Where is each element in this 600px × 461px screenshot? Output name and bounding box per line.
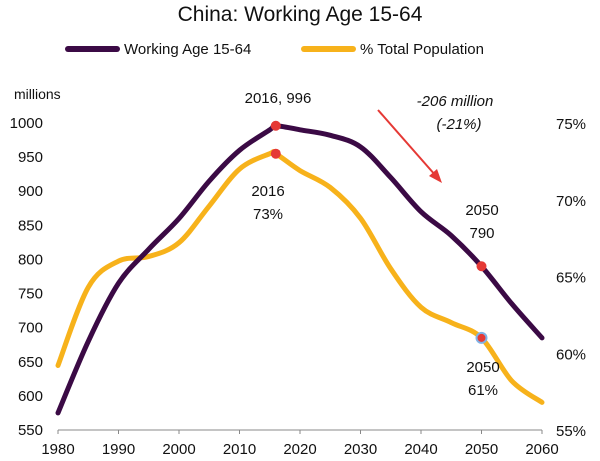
annotation-peak-percentage-year: 2016: [251, 183, 284, 200]
x-tick-label: 2000: [162, 441, 195, 458]
x-tick-label: 2060: [525, 441, 558, 458]
y-left-tick-label: 600: [18, 388, 43, 405]
x-tick-label: 2010: [223, 441, 256, 458]
data-point-total-population: [328, 186, 332, 190]
data-point-total-population: [449, 321, 453, 325]
marker-2050-working-age: [476, 261, 487, 272]
data-point-total-population: [86, 285, 90, 289]
y-left-tick-label: 700: [18, 320, 43, 337]
x-tick-label: 2040: [404, 441, 437, 458]
y-right-tick-label: 55%: [556, 423, 586, 440]
x-axis-ticks: 1980 1990 2000 2010 2020 2030 2040 2050 2060: [41, 430, 559, 458]
data-point-total-population: [56, 364, 60, 368]
data-point-working-age-15-64: [359, 145, 363, 149]
data-point-total-population: [540, 400, 544, 404]
legend-label-total-population: % Total Population: [360, 41, 484, 58]
x-tick-label: 2030: [344, 441, 377, 458]
decline-arrowhead: [429, 169, 442, 183]
series-line-working-age: [55, 123, 545, 416]
data-point-working-age-15-64: [117, 281, 121, 285]
y-left-tick-label: 1000: [10, 115, 43, 132]
data-point-total-population: [298, 169, 302, 173]
data-point-working-age-15-64: [147, 247, 151, 251]
annotations: 2016, 996 2016 73% 2050 790 2050 61% -20…: [245, 90, 500, 399]
x-tick-label: 1990: [102, 441, 135, 458]
decline-arrow: [377, 109, 437, 177]
y-right-tick-label: 70%: [556, 193, 586, 210]
annotation-2050-percentage-value: 61%: [468, 382, 498, 399]
y-left-tick-label: 950: [18, 149, 43, 166]
data-point-total-population: [389, 267, 393, 271]
data-point-working-age-15-64: [389, 176, 393, 180]
data-point-working-age-15-64: [207, 179, 211, 183]
data-point-total-population: [207, 204, 211, 208]
annotation-2050-percentage-year: 2050: [466, 359, 499, 376]
y-left-tick-label: 850: [18, 217, 43, 234]
data-point-working-age-15-64: [56, 411, 60, 415]
data-point-total-population: [177, 241, 181, 245]
y-left-axis-ticks: 550 600 650 700 750 800 850 900 950 1000: [10, 115, 43, 439]
y-left-unit: millions: [14, 86, 61, 102]
y-left-tick-label: 900: [18, 183, 43, 200]
data-point-working-age-15-64: [86, 339, 90, 343]
data-point-working-age-15-64: [328, 133, 332, 137]
x-tick-label: 2050: [465, 441, 498, 458]
marker-peak-working-age: [270, 120, 281, 131]
annotation-2050-working-age-value: 790: [469, 225, 494, 242]
data-point-total-population: [510, 379, 514, 383]
data-point-working-age-15-64: [419, 210, 423, 214]
data-point-total-population: [419, 305, 423, 309]
data-point-total-population: [238, 167, 242, 171]
annotation-decline-percent: (-21%): [436, 116, 481, 133]
data-point-working-age-15-64: [510, 302, 514, 306]
data-point-working-age-15-64: [540, 336, 544, 340]
data-point-working-age-15-64: [298, 128, 302, 132]
data-point-working-age-15-64: [238, 148, 242, 152]
y-right-tick-label: 65%: [556, 270, 586, 287]
data-point-total-population: [147, 255, 151, 259]
annotation-decline-amount: -206 million: [417, 93, 494, 110]
marker-peak-percentage: [270, 148, 281, 159]
legend: Working Age 15-64 % Total Population: [65, 41, 484, 58]
annotation-2050-working-age-year: 2050: [465, 202, 498, 219]
x-tick-label: 1980: [41, 441, 74, 458]
marker-2050-percentage: [475, 331, 488, 344]
data-point-working-age-15-64: [177, 217, 181, 221]
y-left-tick-label: 550: [18, 422, 43, 439]
y-left-tick-label: 650: [18, 354, 43, 371]
chart-title: China: Working Age 15-64: [178, 3, 423, 26]
y-right-axis-ticks: 55% 60% 65% 70% 75%: [556, 116, 586, 440]
y-right-tick-label: 75%: [556, 116, 586, 133]
annotation-peak-percentage-value: 73%: [253, 206, 283, 223]
data-point-total-population: [359, 216, 363, 220]
y-left-tick-label: 800: [18, 251, 43, 268]
data-point-working-age-15-64: [449, 234, 453, 238]
legend-label-working-age: Working Age 15-64: [124, 41, 251, 58]
data-point-total-population: [117, 259, 121, 263]
y-right-tick-label: 60%: [556, 346, 586, 363]
annotation-peak-working-age: 2016, 996: [245, 90, 312, 107]
y-left-tick-label: 750: [18, 286, 43, 303]
x-tick-label: 2020: [283, 441, 316, 458]
data-point-working-age-15-64: [268, 128, 272, 132]
